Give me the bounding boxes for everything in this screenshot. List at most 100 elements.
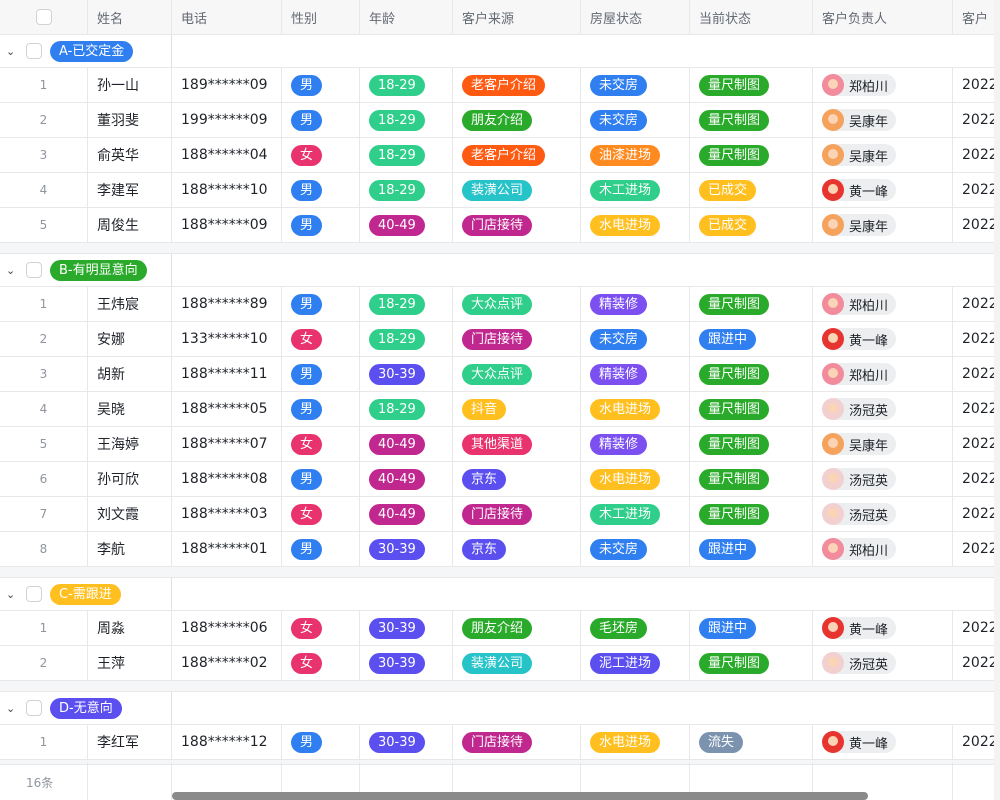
owner-chip[interactable]: 汤冠英 <box>822 398 897 420</box>
group-checkbox[interactable] <box>26 43 42 59</box>
cell-source[interactable]: 大众点评 <box>453 357 581 391</box>
cell-phone[interactable]: 188******02 <box>172 646 282 680</box>
owner-chip[interactable]: 黄一峰 <box>822 617 897 639</box>
cell-gender[interactable]: 女 <box>282 646 360 680</box>
cell-date[interactable]: 2022 <box>962 77 998 93</box>
column-header-house[interactable]: 房屋状态 <box>581 0 690 34</box>
cell-current-status[interactable]: 量尺制图 <box>690 497 813 531</box>
cell-source[interactable]: 朋友介绍 <box>453 611 581 645</box>
cell-date[interactable]: 2022 <box>962 182 998 198</box>
owner-chip[interactable]: 汤冠英 <box>822 468 897 490</box>
cell-source[interactable]: 门店接待 <box>453 725 581 759</box>
cell-source[interactable]: 大众点评 <box>453 287 581 321</box>
cell-name[interactable]: 李建军 <box>88 173 172 207</box>
cell-house-status[interactable]: 水电进场 <box>581 208 690 242</box>
owner-chip[interactable]: 吴康年 <box>822 144 897 166</box>
cell-house-status[interactable]: 精装修 <box>581 287 690 321</box>
cell-owner[interactable]: 吴康年 <box>813 208 953 242</box>
cell-owner[interactable]: 汤冠英 <box>813 462 953 496</box>
cell-house-status[interactable]: 水电进场 <box>581 462 690 496</box>
cell-name[interactable]: 王炜宸 <box>88 287 172 321</box>
cell-owner[interactable]: 郑柏川 <box>813 532 953 566</box>
cell-gender[interactable]: 男 <box>282 725 360 759</box>
horizontal-scrollbar[interactable] <box>172 792 868 800</box>
cell-house-status[interactable]: 木工进场 <box>581 173 690 207</box>
cell-age[interactable]: 40-49 <box>360 497 453 531</box>
cell-phone[interactable]: 188******01 <box>172 532 282 566</box>
owner-chip[interactable]: 郑柏川 <box>822 74 897 96</box>
owner-chip[interactable]: 黄一峰 <box>822 179 897 201</box>
cell-house-status[interactable]: 未交房 <box>581 103 690 137</box>
cell-name[interactable]: 俞英华 <box>88 138 172 172</box>
cell-current-status[interactable]: 跟进中 <box>690 532 813 566</box>
cell-house-status[interactable]: 油漆进场 <box>581 138 690 172</box>
cell-phone[interactable]: 188******07 <box>172 427 282 461</box>
table-row[interactable]: 4 李建军 188******10 男 18-29 装潢公司 木工进场 已成交 … <box>0 173 1000 208</box>
cell-name[interactable]: 安娜 <box>88 322 172 356</box>
cell-owner[interactable]: 汤冠英 <box>813 392 953 426</box>
column-header-age[interactable]: 年龄 <box>360 0 453 34</box>
cell-current-status[interactable]: 量尺制图 <box>690 646 813 680</box>
group-header[interactable]: ⌄ D-无意向 <box>0 692 1000 725</box>
header-select-all[interactable] <box>0 0 88 34</box>
cell-name[interactable]: 王萍 <box>88 646 172 680</box>
cell-phone[interactable]: 188******10 <box>172 173 282 207</box>
cell-phone[interactable]: 188******03 <box>172 497 282 531</box>
cell-house-status[interactable]: 水电进场 <box>581 392 690 426</box>
cell-source[interactable]: 装潢公司 <box>453 173 581 207</box>
table-row[interactable]: 2 王萍 188******02 女 30-39 装潢公司 泥工进场 量尺制图 … <box>0 646 1000 681</box>
cell-name[interactable]: 刘文霞 <box>88 497 172 531</box>
table-row[interactable]: 1 王炜宸 188******89 男 18-29 大众点评 精装修 量尺制图 … <box>0 287 1000 322</box>
cell-source[interactable]: 朋友介绍 <box>453 103 581 137</box>
chevron-down-icon[interactable]: ⌄ <box>6 587 16 601</box>
cell-gender[interactable]: 女 <box>282 497 360 531</box>
table-row[interactable]: 2 董羽斐 199******09 男 18-29 朋友介绍 未交房 量尺制图 … <box>0 103 1000 138</box>
cell-date[interactable]: 2022 <box>962 471 998 487</box>
cell-current-status[interactable]: 量尺制图 <box>690 103 813 137</box>
chevron-down-icon[interactable]: ⌄ <box>6 263 16 277</box>
chevron-down-icon[interactable]: ⌄ <box>6 44 16 58</box>
cell-current-status[interactable]: 量尺制图 <box>690 287 813 321</box>
cell-current-status[interactable]: 跟进中 <box>690 611 813 645</box>
owner-chip[interactable]: 吴康年 <box>822 109 897 131</box>
cell-house-status[interactable]: 木工进场 <box>581 497 690 531</box>
group-checkbox[interactable] <box>26 586 42 602</box>
cell-gender[interactable]: 男 <box>282 68 360 102</box>
cell-phone[interactable]: 189******09 <box>172 68 282 102</box>
column-header-gender[interactable]: 性别 <box>282 0 360 34</box>
table-row[interactable]: 1 李红军 188******12 男 30-39 门店接待 水电进场 流失 黄… <box>0 725 1000 760</box>
cell-date[interactable]: 2022 <box>962 734 998 750</box>
cell-date[interactable]: 2022 <box>962 112 998 128</box>
table-row[interactable]: 2 安娜 133******10 女 18-29 门店接待 未交房 跟进中 黄一… <box>0 322 1000 357</box>
cell-phone[interactable]: 188******89 <box>172 287 282 321</box>
cell-phone[interactable]: 188******12 <box>172 725 282 759</box>
cell-source[interactable]: 京东 <box>453 462 581 496</box>
table-row[interactable]: 3 俞英华 188******04 女 18-29 老客户介绍 油漆进场 量尺制… <box>0 138 1000 173</box>
cell-current-status[interactable]: 量尺制图 <box>690 427 813 461</box>
cell-age[interactable]: 18-29 <box>360 68 453 102</box>
cell-name[interactable]: 孙可欣 <box>88 462 172 496</box>
cell-current-status[interactable]: 已成交 <box>690 208 813 242</box>
cell-gender[interactable]: 男 <box>282 103 360 137</box>
cell-source[interactable]: 门店接待 <box>453 208 581 242</box>
cell-date[interactable]: 2022 <box>962 655 998 671</box>
cell-current-status[interactable]: 量尺制图 <box>690 392 813 426</box>
cell-current-status[interactable]: 跟进中 <box>690 322 813 356</box>
cell-age[interactable]: 18-29 <box>360 103 453 137</box>
cell-phone[interactable]: 188******06 <box>172 611 282 645</box>
cell-owner[interactable]: 吴康年 <box>813 427 953 461</box>
cell-name[interactable]: 王海婷 <box>88 427 172 461</box>
cell-age[interactable]: 18-29 <box>360 138 453 172</box>
table-row[interactable]: 4 吴晓 188******05 男 18-29 抖音 水电进场 量尺制图 汤冠… <box>0 392 1000 427</box>
group-header[interactable]: ⌄ B-有明显意向 <box>0 254 1000 287</box>
cell-phone[interactable]: 188******11 <box>172 357 282 391</box>
group-checkbox[interactable] <box>26 262 42 278</box>
cell-gender[interactable]: 女 <box>282 611 360 645</box>
cell-house-status[interactable]: 未交房 <box>581 68 690 102</box>
cell-age[interactable]: 30-39 <box>360 532 453 566</box>
cell-owner[interactable]: 黄一峰 <box>813 322 953 356</box>
cell-name[interactable]: 李航 <box>88 532 172 566</box>
cell-owner[interactable]: 汤冠英 <box>813 497 953 531</box>
owner-chip[interactable]: 郑柏川 <box>822 538 897 560</box>
cell-current-status[interactable]: 量尺制图 <box>690 357 813 391</box>
